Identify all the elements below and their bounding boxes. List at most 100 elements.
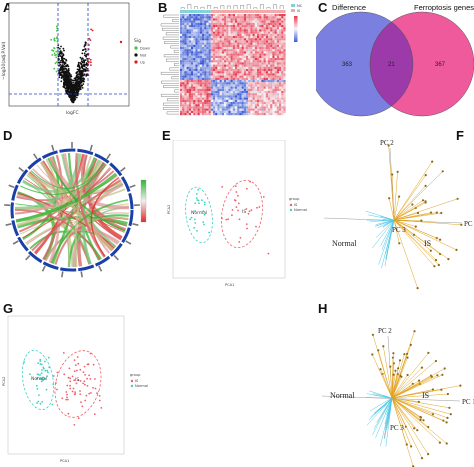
- heatmap-cell: [252, 36, 255, 39]
- volcano-point: [84, 41, 87, 44]
- heatmap-cell: [248, 71, 251, 74]
- heatmap-cell: [268, 62, 271, 65]
- heatmap-cell: [250, 95, 253, 98]
- heatmap-cell: [243, 44, 246, 47]
- volcano-point: [60, 45, 62, 48]
- heatmap-cell: [241, 73, 244, 76]
- heatmap-cell: [193, 102, 196, 105]
- volcano-point: [56, 30, 58, 32]
- is-ellipse-g: [54, 350, 102, 418]
- ray-normal: [382, 219, 395, 228]
- heatmap-cell: [217, 49, 220, 52]
- heatmap-cell: [210, 73, 213, 76]
- heatmap-cell: [195, 44, 198, 47]
- heatmap-cell: [195, 47, 198, 50]
- heatmap-cell: [276, 27, 279, 30]
- heatmap-cell: [204, 102, 207, 105]
- heatmap-cell: [246, 40, 249, 43]
- heatmap-cell: [279, 110, 282, 113]
- heatmap-cell: [241, 49, 244, 52]
- heatmap-cell: [188, 58, 191, 61]
- heatmap-cell: [239, 97, 242, 100]
- heatmap-cell: [186, 42, 189, 45]
- heatmap-cell: [276, 69, 279, 72]
- heatmap-cell: [204, 29, 207, 32]
- heatmap-cell: [193, 66, 196, 69]
- heatmap-cell: [180, 38, 183, 41]
- heatmap-cell: [237, 29, 240, 32]
- heatmap-cell: [191, 106, 194, 109]
- heatmap-cell: [281, 110, 284, 113]
- heatmap-cell: [199, 93, 202, 96]
- heatmap-cell: [191, 82, 194, 85]
- heatmap-cell: [272, 88, 275, 91]
- heatmap-cell: [276, 16, 279, 19]
- heatmap-cell: [263, 80, 266, 83]
- heatmap-cell: [248, 106, 251, 109]
- heatmap-cell: [221, 93, 224, 96]
- volcano-point: [69, 74, 72, 77]
- ray-is: [393, 219, 435, 267]
- heatmap-cell: [281, 80, 284, 83]
- heatmap-cell: [257, 31, 260, 34]
- dendrogram-branch: [160, 23, 179, 27]
- heatmap-cell: [259, 88, 262, 91]
- pca-point-is: [72, 387, 75, 390]
- heatmap-cell: [237, 108, 240, 111]
- heatmap-cell: [246, 42, 249, 45]
- heatmap-cell: [270, 95, 273, 98]
- heatmap-cell: [217, 55, 220, 58]
- heatmap-cell: [279, 113, 282, 116]
- heatmap-cell: [257, 110, 260, 113]
- chord-gene-label-mark: [4, 204, 11, 207]
- heatmap-cell: [232, 86, 235, 89]
- heatmap-cell: [252, 104, 255, 107]
- heatmap-cell: [237, 69, 240, 72]
- volcano-point: [61, 69, 64, 72]
- pca-point-is: [237, 209, 239, 212]
- heatmap-cell: [265, 66, 268, 69]
- heatmap-cell: [281, 108, 284, 111]
- heatmap-cell: [206, 51, 209, 54]
- heatmap-cell: [199, 106, 202, 109]
- point-is: [435, 259, 438, 262]
- point-is: [377, 349, 380, 352]
- heatmap-cell: [268, 86, 271, 89]
- chord-link: [26, 174, 70, 267]
- group-bar-cell: [210, 10, 213, 13]
- ray-normal: [365, 397, 393, 399]
- heatmap-cell: [257, 49, 260, 52]
- heatmap-cell: [184, 51, 187, 54]
- heatmap-cell: [217, 14, 220, 17]
- heatmap-cell: [241, 14, 244, 17]
- heatmap-cell: [279, 53, 282, 56]
- point-is: [439, 238, 442, 241]
- heatmap-cell: [206, 108, 209, 111]
- heatmap-cell: [279, 33, 282, 36]
- heatmap-cell: [272, 73, 275, 76]
- heatmap-cell: [270, 110, 273, 113]
- heatmap-cell: [252, 99, 255, 102]
- heatmap-cell: [235, 40, 238, 43]
- group-bar-cell: [226, 10, 229, 13]
- pca-point-normal: [203, 201, 206, 204]
- heatmap-cell: [199, 77, 202, 80]
- heatmap-cell: [224, 71, 227, 74]
- heatmap-cell: [268, 20, 271, 23]
- heatmap-cell: [232, 51, 235, 54]
- heatmap-cell: [191, 36, 194, 39]
- heatmap-cell: [241, 27, 244, 30]
- heatmap-cell: [188, 53, 191, 56]
- heatmap-cell: [191, 14, 194, 17]
- heatmap-cell: [274, 36, 277, 39]
- heatmap-cell: [221, 55, 224, 58]
- heatmap-cell: [259, 104, 262, 107]
- heatmap-cell: [184, 102, 187, 105]
- venn-overlap: [369, 21, 414, 107]
- heatmap-cell: [232, 33, 235, 36]
- heatmap-cell: [202, 88, 205, 91]
- heatmap-cell: [268, 71, 271, 74]
- heatmap-cell: [184, 93, 187, 96]
- ray-is: [391, 393, 448, 399]
- heatmap-cell: [274, 53, 277, 56]
